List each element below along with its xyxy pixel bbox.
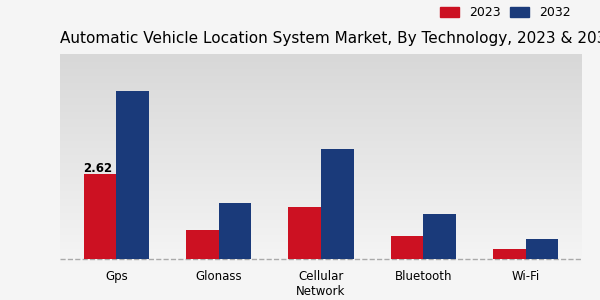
Bar: [83, 174, 116, 259]
Legend: 2023, 2032: 2023, 2032: [435, 2, 576, 25]
Bar: [321, 149, 354, 259]
Bar: [526, 239, 559, 259]
Bar: [186, 230, 218, 259]
Bar: [288, 207, 321, 259]
Text: 2.62: 2.62: [83, 162, 113, 175]
Bar: [391, 236, 424, 259]
Bar: [424, 214, 456, 259]
Text: Automatic Vehicle Location System Market, By Technology, 2023 & 2032: Automatic Vehicle Location System Market…: [60, 31, 600, 46]
Bar: [116, 91, 149, 259]
Bar: [493, 249, 526, 259]
Bar: [218, 202, 251, 259]
